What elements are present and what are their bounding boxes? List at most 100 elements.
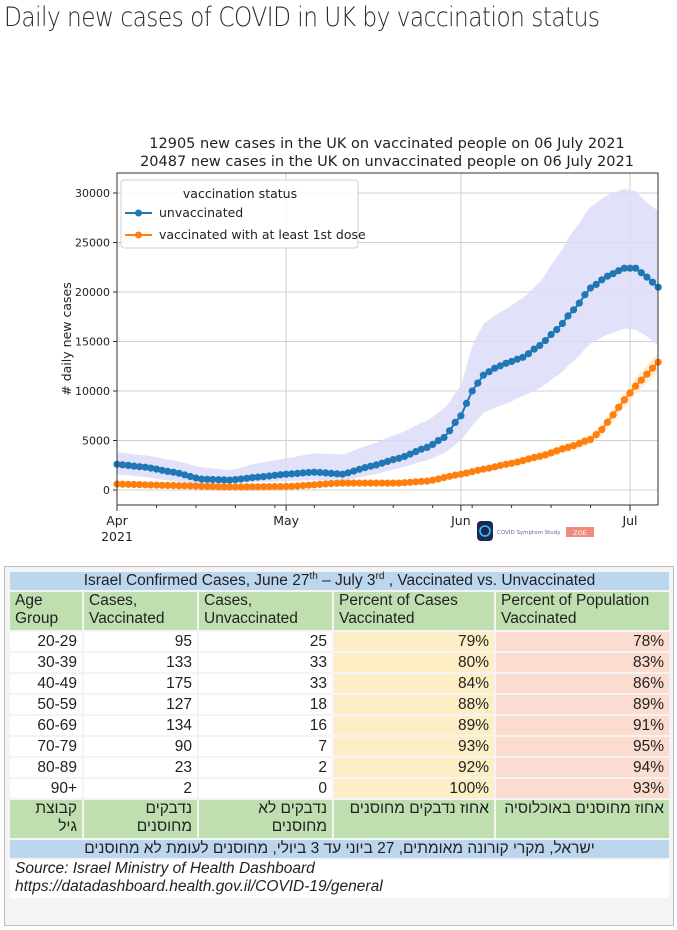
- data-point-unvaccinated: [135, 463, 144, 471]
- table-title-sup: rd: [375, 570, 385, 582]
- cell-pct-cases: 89%: [334, 716, 494, 735]
- y-tick-label: 10000: [75, 385, 110, 398]
- cell-age: 50-59: [10, 695, 82, 714]
- data-point-vaccinated: [508, 459, 516, 467]
- cell-pct-cases: 80%: [334, 653, 494, 672]
- data-point-vaccinated: [198, 482, 206, 490]
- hebrew-header-age-group: קבוצת גיל: [10, 800, 82, 838]
- hebrew-header-row: קבוצת גיל נדבקים מחוסנים נדבקים לא מחוסנים …: [10, 800, 669, 838]
- covid-app-icon: [477, 521, 493, 541]
- covid-app-icon-ring: [479, 525, 491, 537]
- data-point-unvaccinated: [609, 270, 617, 278]
- data-point-vaccinated: [175, 482, 183, 490]
- data-point-vaccinated: [406, 478, 414, 486]
- header-line: מחוסנים: [271, 818, 327, 835]
- data-point-vaccinated: [372, 479, 380, 487]
- data-point-unvaccinated: [519, 353, 527, 361]
- data-point-vaccinated: [547, 449, 555, 457]
- data-point-unvaccinated: [400, 452, 409, 461]
- cell-pct-pop: 78%: [496, 632, 669, 651]
- data-point-vaccinated: [181, 482, 189, 490]
- data-point-vaccinated: [305, 481, 313, 489]
- data-point-vaccinated: [384, 479, 392, 487]
- data-point-unvaccinated: [502, 359, 510, 367]
- data-point-vaccinated: [333, 479, 341, 487]
- header-line: אחוז מחוסנים באוכלוסיה: [504, 800, 664, 817]
- watermark-text: COVID Symptom Study: [497, 530, 561, 536]
- data-point-unvaccinated: [350, 467, 358, 475]
- table-title-part: Israel Confirmed Cases, June 27: [83, 572, 310, 589]
- data-point-unvaccinated: [169, 468, 177, 476]
- y-tick-label: 0: [103, 484, 110, 497]
- source-url[interactable]: https://datadashboard.health.gov.il/COVI…: [15, 878, 383, 895]
- cell-pct-pop: 93%: [496, 779, 669, 798]
- data-point-vaccinated: [648, 364, 657, 372]
- data-point-unvaccinated: [524, 350, 533, 358]
- data-point-vaccinated: [451, 471, 459, 479]
- data-point-unvaccinated: [643, 273, 651, 281]
- data-point-vaccinated: [260, 483, 268, 491]
- data-point-unvaccinated: [181, 471, 189, 479]
- data-point-vaccinated: [248, 483, 256, 491]
- cell-unvaccinated: 25: [199, 632, 332, 651]
- page-title: Daily new cases of COVID in UK by vaccin…: [4, 2, 600, 33]
- header-line: מחוסנים: [136, 818, 192, 835]
- header-line: Percent of Cases: [339, 592, 458, 609]
- col-header-age-group: Age Group: [10, 592, 82, 630]
- data-point-unvaccinated: [338, 470, 347, 478]
- source-row: Source: Israel Ministry of Health Dashbo…: [10, 860, 669, 898]
- cell-vaccinated: 175: [84, 674, 197, 693]
- data-point-vaccinated: [361, 479, 369, 487]
- cell-vaccinated: 23: [84, 758, 197, 777]
- israel-cases-table: Israel Confirmed Cases, June 27th – July…: [8, 570, 671, 900]
- data-point-unvaccinated: [158, 466, 166, 474]
- data-point-vaccinated: [243, 483, 251, 491]
- hebrew-header-percent-cases: אחוז נדבקים מחוסנים: [334, 800, 494, 838]
- data-point-unvaccinated: [468, 387, 476, 395]
- data-point-vaccinated: [626, 389, 634, 397]
- data-point-unvaccinated: [209, 475, 217, 484]
- series-points-unvaccinated: [113, 264, 662, 484]
- data-point-unvaccinated: [553, 326, 561, 334]
- data-point-unvaccinated: [322, 469, 330, 477]
- legend-title: vaccination status: [183, 186, 297, 201]
- plot-frame: [116, 172, 659, 506]
- cell-pct-pop: 91%: [496, 716, 669, 735]
- data-point-unvaccinated: [632, 264, 640, 272]
- data-point-vaccinated: [417, 477, 425, 485]
- data-point-unvaccinated: [271, 471, 279, 479]
- data-point-unvaccinated: [462, 399, 471, 407]
- data-point-unvaccinated: [119, 461, 127, 469]
- data-point-vaccinated: [310, 481, 318, 489]
- data-point-unvaccinated: [327, 469, 335, 477]
- data-point-vaccinated: [524, 455, 533, 463]
- legend-dot-vaccinated: [135, 231, 142, 239]
- cell-unvaccinated: 33: [199, 653, 332, 672]
- data-point-vaccinated: [479, 465, 487, 473]
- data-point-vaccinated: [474, 466, 482, 474]
- data-point-vaccinated: [119, 480, 127, 488]
- data-point-unvaccinated: [603, 272, 612, 280]
- data-point-vaccinated: [462, 469, 471, 477]
- data-point-unvaccinated: [220, 476, 228, 484]
- data-point-unvaccinated: [164, 467, 172, 475]
- chart-title-line-2: 20487 new cases in the UK on unvaccinate…: [140, 154, 634, 170]
- data-point-vaccinated: [429, 476, 437, 484]
- data-point-vaccinated: [378, 479, 386, 487]
- cell-pct-pop: 89%: [496, 695, 669, 714]
- cell-age: 40-49: [10, 674, 82, 693]
- data-point-unvaccinated: [152, 465, 161, 473]
- cell-pct-cases: 79%: [334, 632, 494, 651]
- data-point-unvaccinated: [648, 278, 657, 286]
- data-point-unvaccinated: [299, 469, 307, 477]
- legend: vaccination status unvaccinated vaccinat…: [120, 179, 366, 249]
- data-point-unvaccinated: [412, 448, 420, 456]
- data-point-vaccinated: [186, 482, 194, 490]
- data-point-vaccinated: [214, 483, 223, 491]
- data-point-unvaccinated: [620, 264, 629, 272]
- x-tick-label: Jun: [450, 513, 471, 528]
- data-point-vaccinated: [389, 479, 397, 487]
- data-point-unvaccinated: [248, 474, 256, 482]
- data-point-vaccinated: [355, 479, 363, 487]
- data-point-vaccinated: [322, 480, 330, 488]
